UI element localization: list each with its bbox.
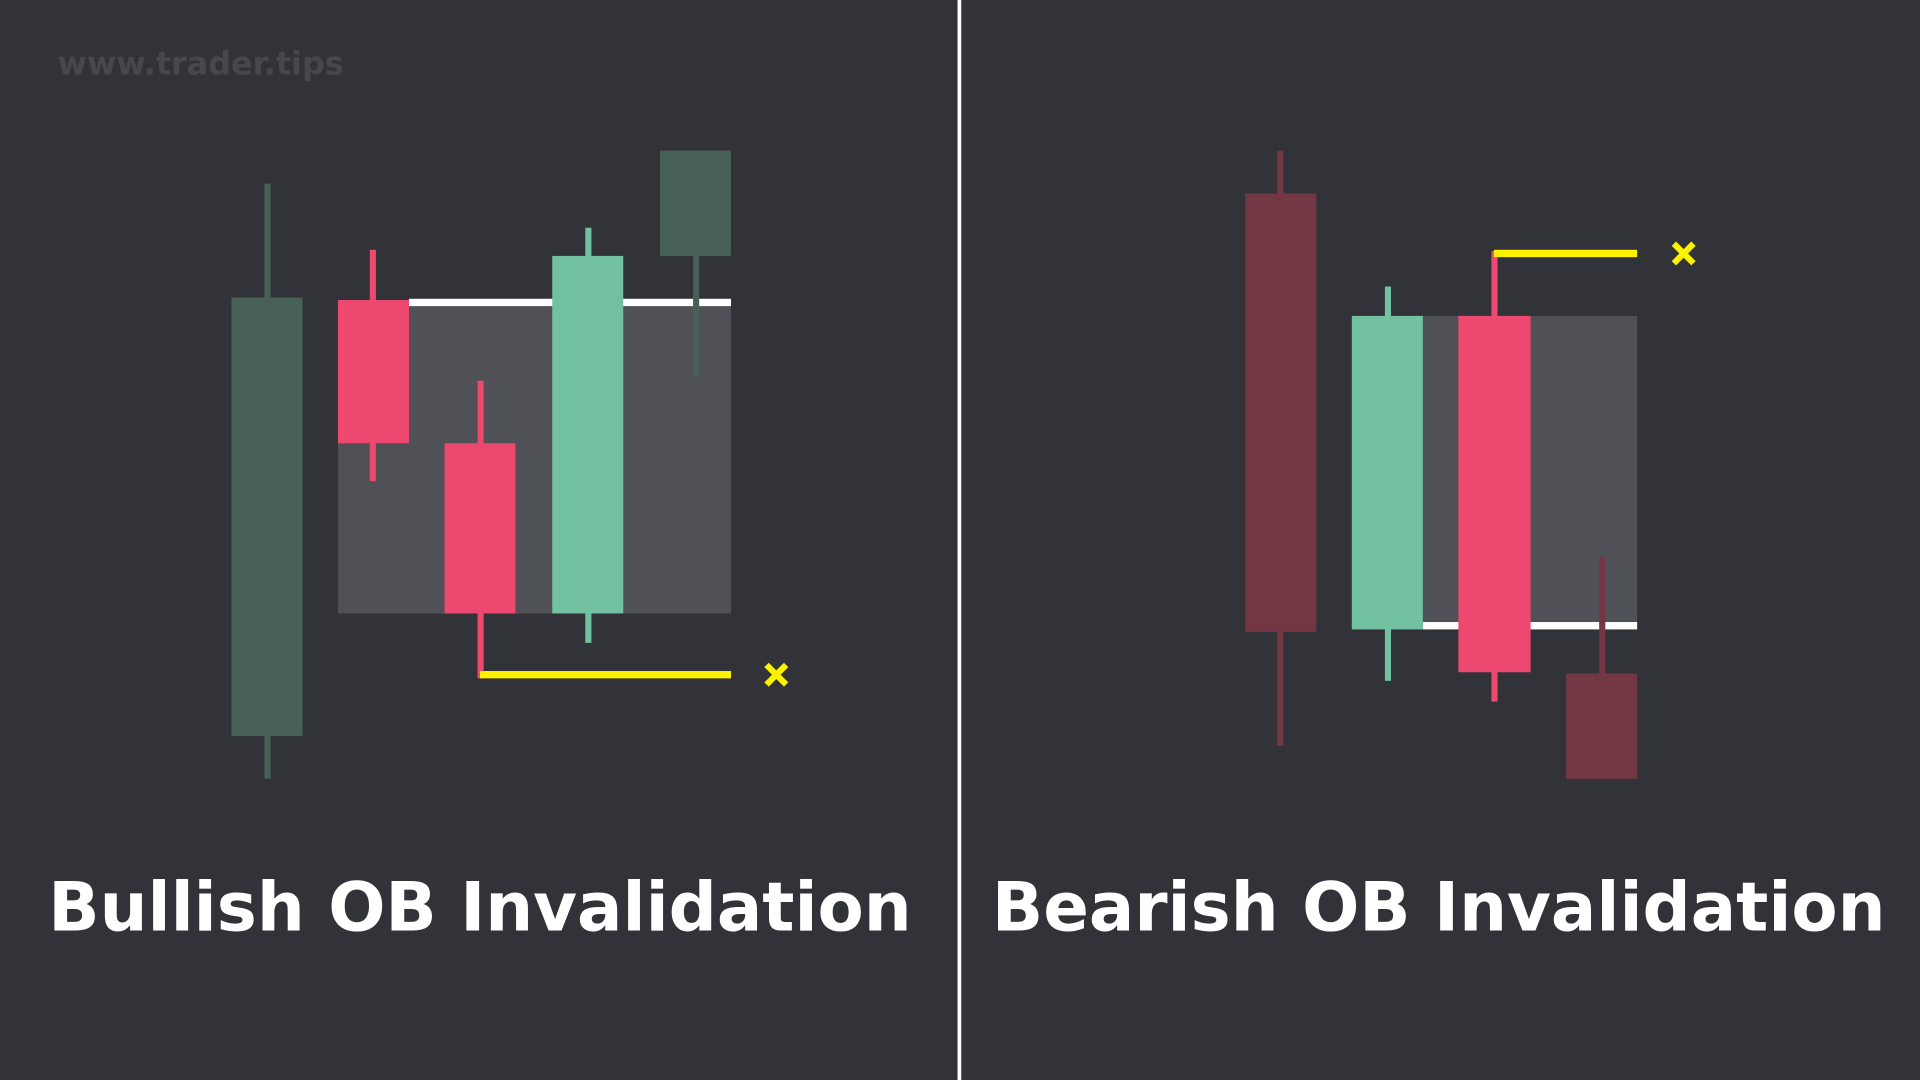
candle-body bbox=[552, 255, 624, 614]
invalidation-mark bbox=[764, 662, 789, 687]
invalidation-line bbox=[480, 671, 732, 679]
candle-body bbox=[1566, 673, 1638, 779]
bearish-diagram bbox=[1245, 150, 1696, 779]
candle-body bbox=[337, 300, 409, 444]
watermark: www.trader.tips bbox=[58, 45, 344, 83]
candle-body bbox=[1458, 315, 1531, 673]
candle-wick bbox=[693, 255, 700, 375]
panel-title: Bullish OB Invalidation bbox=[48, 868, 911, 947]
invalidation-mark bbox=[1671, 241, 1696, 266]
divider bbox=[957, 0, 962, 1080]
panel-title: Bearish OB Invalidation bbox=[992, 868, 1886, 947]
invalidation-line bbox=[1493, 249, 1638, 258]
candle-body bbox=[231, 297, 303, 736]
candle-body bbox=[660, 150, 732, 256]
candle-body bbox=[1351, 315, 1423, 630]
bullish-diagram bbox=[231, 150, 789, 779]
candle-body bbox=[1245, 193, 1317, 632]
candle-wick bbox=[1599, 557, 1606, 674]
candle-body bbox=[444, 443, 516, 614]
